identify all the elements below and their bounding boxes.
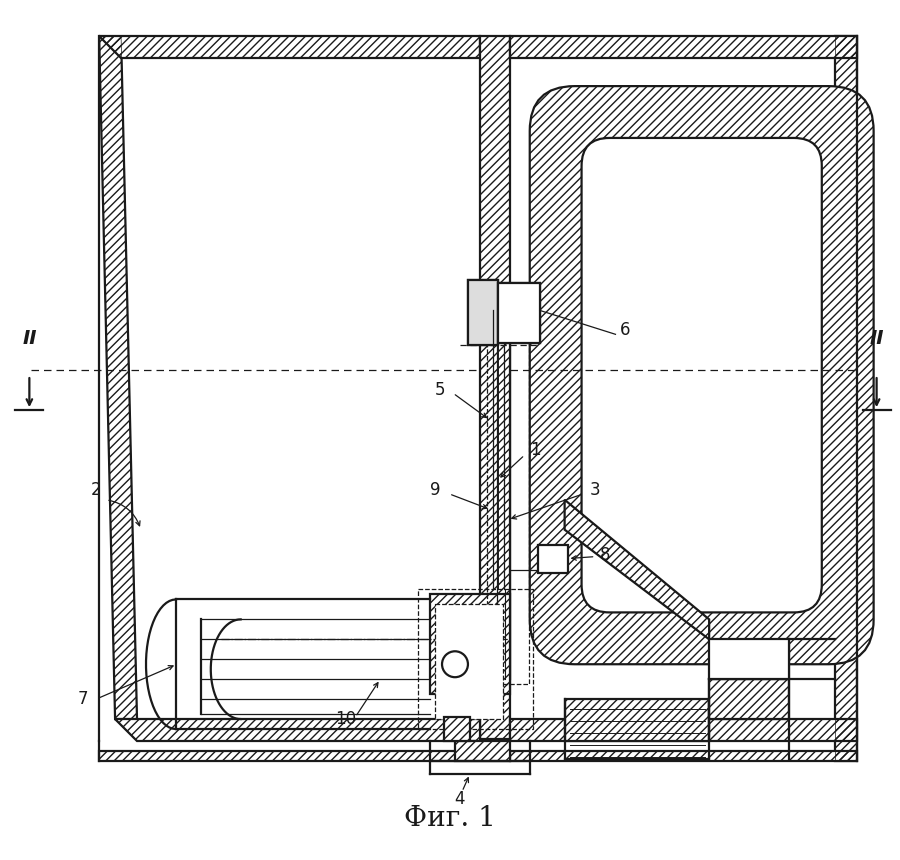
Polygon shape: [509, 751, 857, 761]
Text: II: II: [869, 329, 884, 347]
Polygon shape: [430, 594, 509, 694]
Text: 5: 5: [435, 381, 445, 399]
Polygon shape: [509, 36, 857, 58]
Text: 3: 3: [590, 481, 600, 499]
Text: 9: 9: [429, 481, 440, 499]
Bar: [435, 605, 503, 719]
Polygon shape: [99, 36, 480, 58]
Text: Фиг. 1: Фиг. 1: [404, 805, 496, 832]
Circle shape: [442, 651, 468, 677]
Polygon shape: [115, 719, 480, 741]
Text: 7: 7: [78, 690, 88, 708]
Text: 6: 6: [619, 322, 630, 340]
Polygon shape: [564, 699, 709, 741]
Polygon shape: [99, 36, 137, 719]
Bar: [498, 284, 540, 343]
Text: 4: 4: [454, 789, 465, 808]
Text: 2: 2: [91, 481, 102, 499]
Polygon shape: [564, 500, 709, 639]
Bar: [418, 589, 533, 729]
Polygon shape: [835, 36, 857, 761]
Polygon shape: [509, 719, 857, 741]
Polygon shape: [99, 751, 509, 761]
Text: 1: 1: [530, 441, 540, 459]
Polygon shape: [444, 717, 470, 741]
Polygon shape: [709, 639, 789, 679]
Polygon shape: [480, 36, 509, 739]
FancyBboxPatch shape: [530, 86, 874, 664]
Text: II: II: [22, 329, 37, 347]
FancyBboxPatch shape: [581, 138, 822, 612]
Text: 10: 10: [335, 710, 356, 728]
Polygon shape: [455, 741, 509, 761]
Bar: [537, 544, 568, 573]
Bar: [468, 280, 498, 345]
Polygon shape: [498, 284, 540, 343]
Text: 8: 8: [599, 545, 610, 563]
Polygon shape: [468, 280, 498, 345]
Polygon shape: [709, 679, 789, 719]
Bar: [487, 330, 528, 685]
